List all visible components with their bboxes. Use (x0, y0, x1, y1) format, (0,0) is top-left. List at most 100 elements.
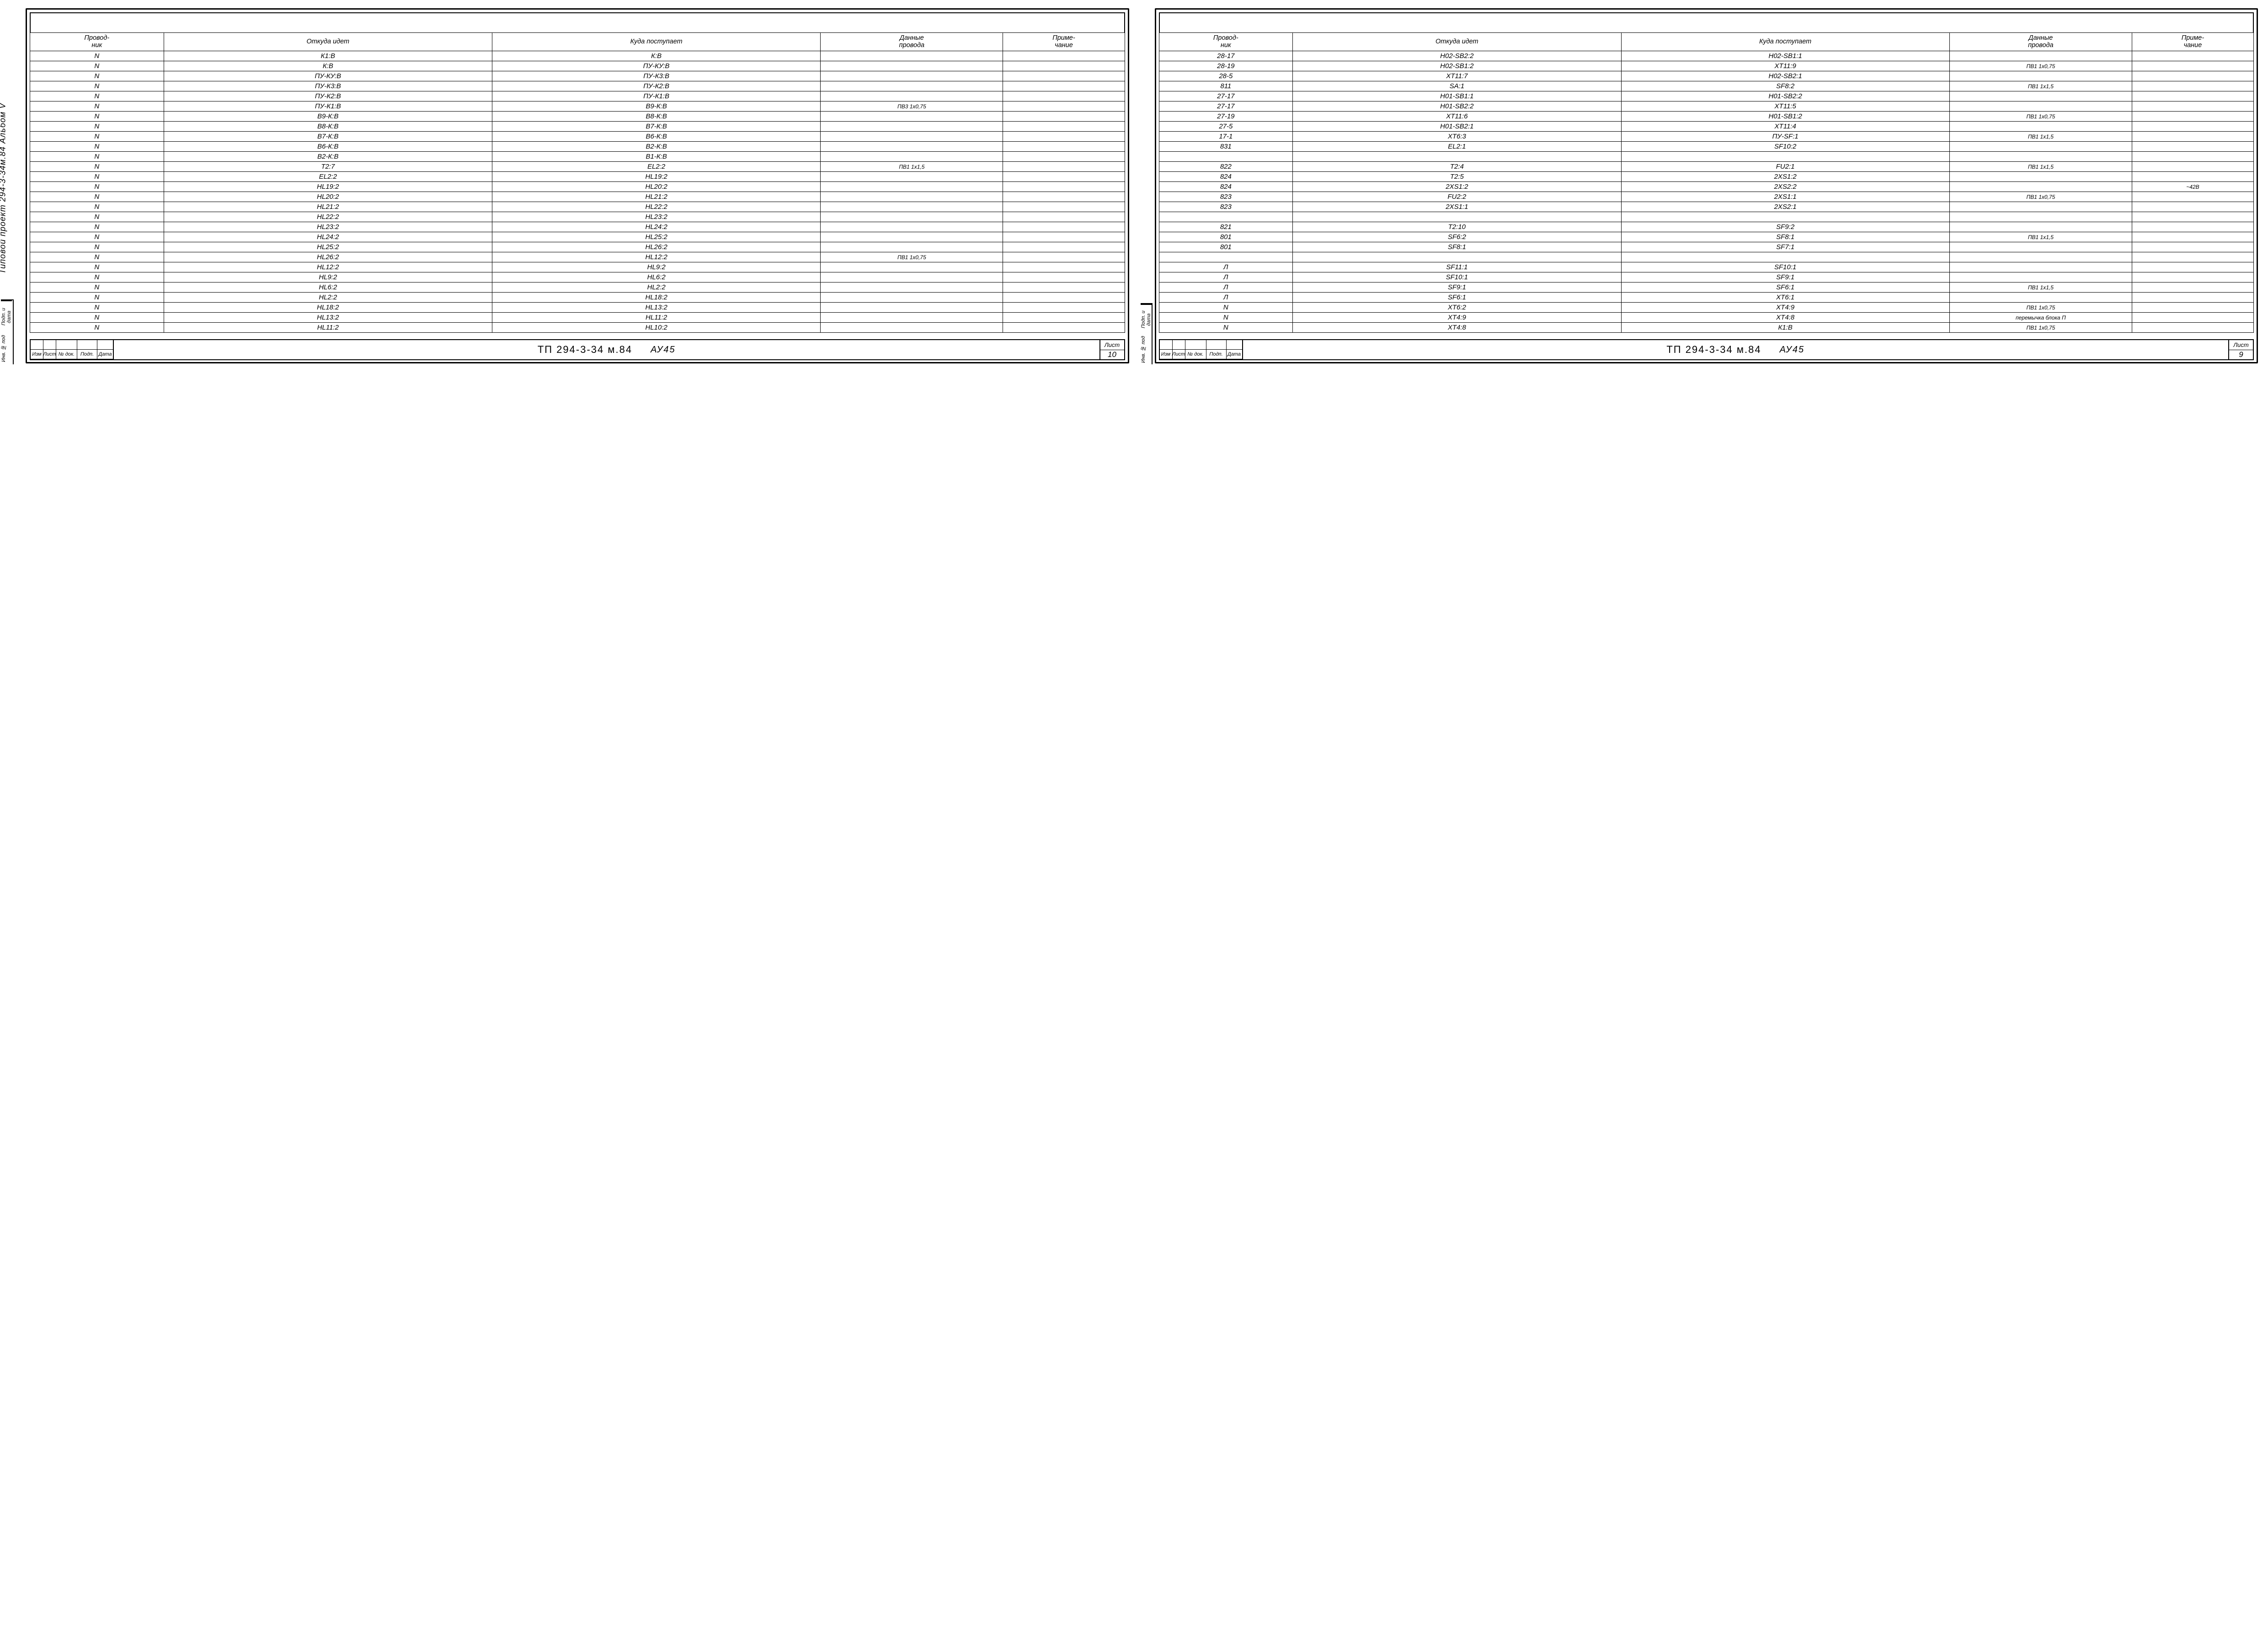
cell-to: В1-К:В (492, 152, 821, 162)
table-row: NHL12:2HL9:2 (30, 262, 1125, 272)
table-row: 8232XS1:12XS2:1 (1159, 202, 2254, 212)
cell-conductor: 823 (1159, 192, 1293, 202)
cell-to: HL26:2 (492, 242, 821, 252)
cell-wire (821, 122, 1003, 132)
cell-conductor: N (30, 81, 164, 91)
cell-from: HL22:2 (164, 212, 492, 222)
table-row: 8242XS1:22XS2:2~42В (1159, 182, 2254, 192)
binder-side-text: Типовой проект 294-3-34м.84 Альбом V (0, 102, 8, 274)
cell-wire (1949, 142, 2132, 152)
cell-conductor: N (30, 122, 164, 132)
table-row: 822T2:4FU2:1ПВ1 1х1,5 (1159, 162, 2254, 172)
cell-from: HL2:2 (164, 293, 492, 303)
cell-from: EL2:2 (164, 172, 492, 182)
cell-conductor: N (30, 71, 164, 81)
cell-note (2132, 282, 2253, 293)
cell-note (2132, 142, 2253, 152)
cell-wire (1949, 71, 2132, 81)
cell-to: SF10:2 (1621, 142, 1949, 152)
table-row: NHL13:2HL11:2 (30, 313, 1125, 323)
cell-conductor: 821 (1159, 222, 1293, 232)
cell-conductor: N (30, 323, 164, 333)
rev-label: Изм (1160, 350, 1173, 359)
table-row: NПУ-К1:ВВ9-К:ВПВ3 1х0,75 (30, 101, 1125, 112)
cell-note (1003, 142, 1125, 152)
cell-from: H02-SB2:2 (1293, 51, 1621, 61)
cell-wire (1949, 51, 2132, 61)
cell-from: В7-К:В (164, 132, 492, 142)
table-header-row: Провод-ник Откуда идет Куда поступает Да… (30, 33, 1125, 51)
cell-wire (821, 182, 1003, 192)
sheet-label: Лист (1100, 340, 1124, 350)
col-header-to: Куда поступает (1621, 33, 1949, 51)
wiring-table-left: Провод-ник Откуда идет Куда поступает Да… (30, 32, 1125, 333)
cell-from: HL23:2 (164, 222, 492, 232)
cell-conductor: N (30, 242, 164, 252)
cell-wire (1949, 242, 2132, 252)
cell-note (2132, 293, 2253, 303)
sheet-number: 10 (1100, 350, 1124, 360)
cell-wire: ПВ1 1х0,75 (1949, 303, 2132, 313)
cell-from: SF9:1 (1293, 282, 1621, 293)
cell-wire: ПВ1 1х1,5 (821, 162, 1003, 172)
cell-from: H01-SB2:1 (1293, 122, 1621, 132)
revision-grid: Изм Лист № док. Подп. Дата (31, 340, 114, 359)
cell-wire: ПВ1 1х1,5 (1949, 132, 2132, 142)
cell-note (1003, 81, 1125, 91)
cell-to: К:В (492, 51, 821, 61)
cell-wire (1949, 262, 2132, 272)
drawing-code: АУ45 (651, 345, 676, 355)
cell-wire (821, 242, 1003, 252)
cell-wire (821, 323, 1003, 333)
cell-conductor: 823 (1159, 202, 1293, 212)
col-header-note: Приме-чание (2132, 33, 2253, 51)
cell-conductor: N (30, 192, 164, 202)
cell-note (1003, 182, 1125, 192)
cell-to: H02-SB2:1 (1621, 71, 1949, 81)
cell-to: В2-К:В (492, 142, 821, 152)
table-row: 801SF6:2SF8:1ПВ1 1х1,5 (1159, 232, 2254, 242)
margin-cell: Подп. и дата (1, 300, 12, 332)
title-block-right: Изм Лист № док. Подп. Дата ТП 294-3-34 м… (1159, 339, 2254, 360)
table-row: 28-19H02-SB1:2XT11:9ПВ1 1х0,75 (1159, 61, 2254, 71)
cell-from (1293, 152, 1621, 162)
cell-conductor: N (30, 202, 164, 212)
cell-wire (821, 112, 1003, 122)
cell-from: HL20:2 (164, 192, 492, 202)
cell-note (2132, 212, 2253, 222)
title-block-main: ТП 294-3-34 м.84 АУ45 (114, 340, 1100, 359)
table-row: 801SF8:1SF7:1 (1159, 242, 2254, 252)
cell-conductor: 28-19 (1159, 61, 1293, 71)
cell-to: SF7:1 (1621, 242, 1949, 252)
cell-conductor: Л (1159, 272, 1293, 282)
cell-note (1003, 132, 1125, 142)
table-row: NXT4:9XT4:8перемычка блока П (1159, 313, 2254, 323)
cell-conductor: N (30, 61, 164, 71)
table-row: NТ2:7EL2:2ПВ1 1х1,5 (30, 162, 1125, 172)
cell-wire (821, 293, 1003, 303)
cell-wire: ПВ3 1х0,75 (821, 101, 1003, 112)
cell-note (2132, 122, 2253, 132)
table-row: 824T2:52XS1:2 (1159, 172, 2254, 182)
rev-label: Подп. (1206, 350, 1227, 359)
cell-note (1003, 91, 1125, 101)
table-row: 28-5XT11:7H02-SB2:1 (1159, 71, 2254, 81)
cell-from: FU2:2 (1293, 192, 1621, 202)
title-block-main: ТП 294-3-34 м.84 АУ45 (1243, 340, 2230, 359)
cell-from: ПУ-К2:В (164, 91, 492, 101)
cell-note (1003, 232, 1125, 242)
cell-wire (1949, 101, 2132, 112)
cell-to: XT11:5 (1621, 101, 1949, 112)
cell-wire: ПВ1 1х0,75 (1949, 323, 2132, 333)
cell-to: HL12:2 (492, 252, 821, 262)
cell-from: XT11:7 (1293, 71, 1621, 81)
cell-conductor: N (30, 222, 164, 232)
cell-conductor: N (30, 132, 164, 142)
cell-to: HL22:2 (492, 202, 821, 212)
cell-note (2132, 172, 2253, 182)
cell-from: T2:4 (1293, 162, 1621, 172)
cell-to: 2XS2:1 (1621, 202, 1949, 212)
rev-label: Дата (97, 350, 113, 359)
sheet-label: Лист (2229, 340, 2253, 350)
table-row: NXT6:2XT4:9ПВ1 1х0,75 (1159, 303, 2254, 313)
